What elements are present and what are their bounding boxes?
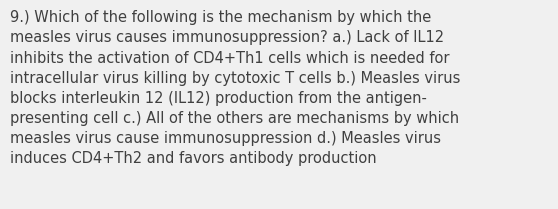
Text: 9.) Which of the following is the mechanism by which the
measles virus causes im: 9.) Which of the following is the mechan… xyxy=(10,10,460,166)
